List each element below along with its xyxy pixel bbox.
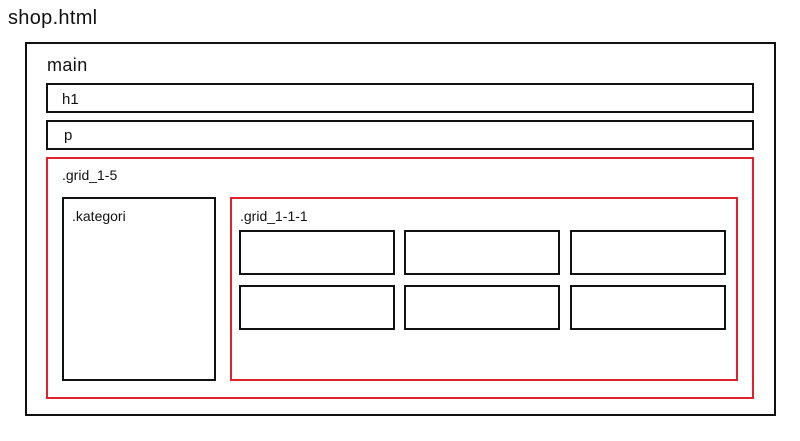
h1-label: h1 — [62, 91, 79, 108]
p-label: p — [64, 127, 73, 144]
page-title: shop.html — [8, 7, 98, 29]
kategori-label: .kategori — [72, 208, 126, 224]
grid-1-5-box: .grid_1-5 — [46, 157, 754, 399]
p-box: p — [46, 120, 754, 150]
grid-cell-6 — [570, 285, 726, 330]
grid-cell-5 — [404, 285, 560, 330]
grid-cell-3 — [570, 230, 726, 275]
grid-cell-1 — [239, 230, 395, 275]
kategori-box: .kategori — [62, 197, 216, 381]
grid-cell-4 — [239, 285, 395, 330]
grid-1-5-label: .grid_1-5 — [62, 167, 118, 183]
grid-1-1-1-box: .grid_1-1-1 — [230, 197, 738, 381]
h1-box: h1 — [46, 83, 754, 113]
main-box: main — [25, 42, 776, 416]
main-label: main — [47, 55, 88, 75]
grid-1-1-1-label: .grid_1-1-1 — [240, 208, 308, 224]
grid-cell-2 — [404, 230, 560, 275]
